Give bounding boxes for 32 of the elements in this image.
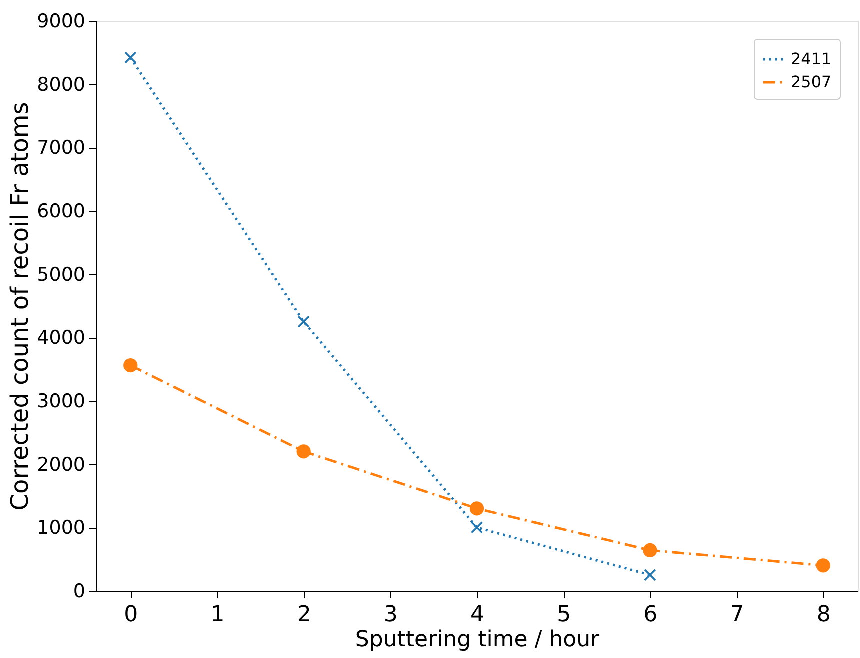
y-tick-label: 6000 (37, 200, 86, 222)
y-tick-label: 9000 (37, 10, 86, 32)
legend-label: 2507 (791, 72, 832, 92)
point (470, 522, 484, 534)
y-tick-label: 8000 (37, 74, 86, 96)
x-tick-label: 0 (124, 602, 138, 628)
legend-label: 2411 (791, 50, 832, 68)
y-axis-title: Corrected count of recoil Fr atoms (6, 102, 34, 511)
x-tick-label: 8 (816, 602, 831, 628)
x-tick-label: 5 (557, 602, 572, 628)
y-tick-label: 1000 (37, 517, 86, 540)
x-tick-label: 7 (730, 602, 744, 628)
x-tick-label: 3 (384, 602, 398, 628)
y-tick-label: 7000 (37, 137, 86, 160)
x-tick-label: 4 (470, 602, 484, 628)
x-tick-label: 6 (644, 602, 658, 628)
point (124, 52, 137, 64)
point (643, 543, 658, 558)
point (816, 558, 830, 573)
y-tick-label: 5000 (37, 264, 86, 286)
x-axis-title: Sputtering time / hour (355, 628, 601, 652)
point (470, 502, 484, 516)
point (124, 358, 138, 373)
point (298, 316, 310, 328)
y-tick-label: 0 (73, 580, 86, 602)
y-tick-label: 3000 (37, 390, 86, 412)
point (296, 444, 311, 459)
y-tick-label: 2000 (37, 454, 86, 476)
point (644, 569, 656, 582)
x-tick-label: 1 (210, 602, 225, 628)
y-tick-label: 4000 (37, 327, 86, 350)
x-tick-label: 2 (297, 602, 312, 628)
